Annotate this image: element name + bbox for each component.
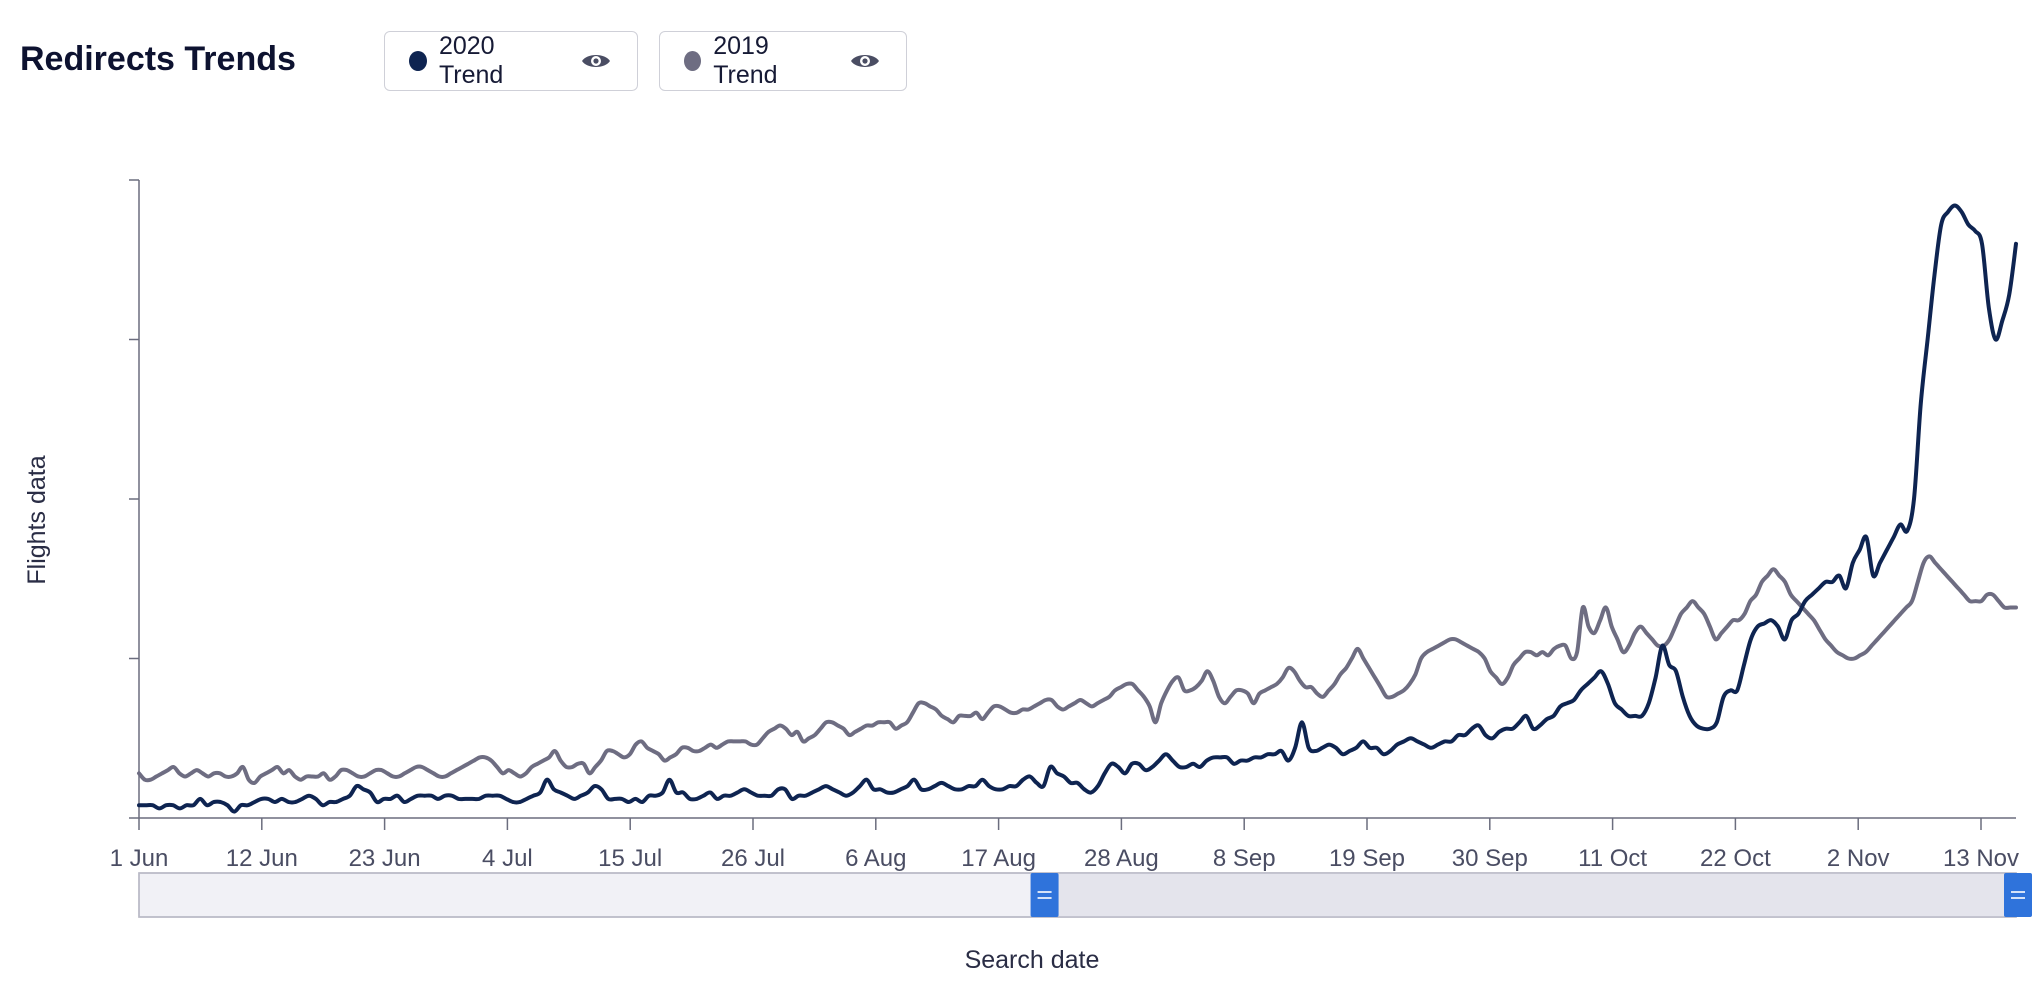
eye-icon[interactable] [581,51,611,71]
series-line-2020 [137,203,2018,814]
x-tick-label: 26 Jul [721,845,785,872]
x-axis-title: Search date [965,946,1100,974]
x-tick-label: 22 Oct [1700,845,1771,872]
x-tick-label: 13 Nov [1943,845,2019,872]
series-line-2019 [137,554,2018,786]
legend-label-2019: 2019 Trend [713,32,778,89]
legend-swatch-2020 [409,51,427,71]
legend-toggle-2020[interactable]: 2020 Trend [384,31,638,91]
x-tick-label: 11 Oct [1578,845,1647,872]
x-tick-label: 8 Sep [1213,845,1276,872]
x-tick-label: 1 Jun [110,845,169,872]
x-tick-label: 12 Jun [226,845,298,872]
x-tick-label: 30 Sep [1452,845,1528,872]
range-selection [1030,873,2016,917]
eye-icon[interactable] [850,51,880,71]
legend-label-2020: 2020 Trend [438,32,504,89]
x-tick-label: 23 Jun [349,845,421,872]
x-tick-label: 6 Aug [845,845,906,872]
legend-toggle-2019[interactable]: 2019 Trend [659,31,907,91]
x-tick-label: 28 Aug [1084,845,1159,872]
x-tick-label: 19 Sep [1329,845,1405,872]
page-title: Redirects Trends [20,40,296,78]
range-handle-end[interactable] [2004,873,2032,917]
x-tick-label: 17 Aug [961,845,1036,872]
x-tick-label: 15 Jul [598,845,662,872]
range-handle-start[interactable] [1030,873,1059,917]
x-tick-label: 4 Jul [482,845,533,872]
legend-swatch-2019 [684,51,702,71]
y-axis-title: Flights data [23,455,51,584]
x-tick-label: 2 Nov [1827,845,1890,872]
